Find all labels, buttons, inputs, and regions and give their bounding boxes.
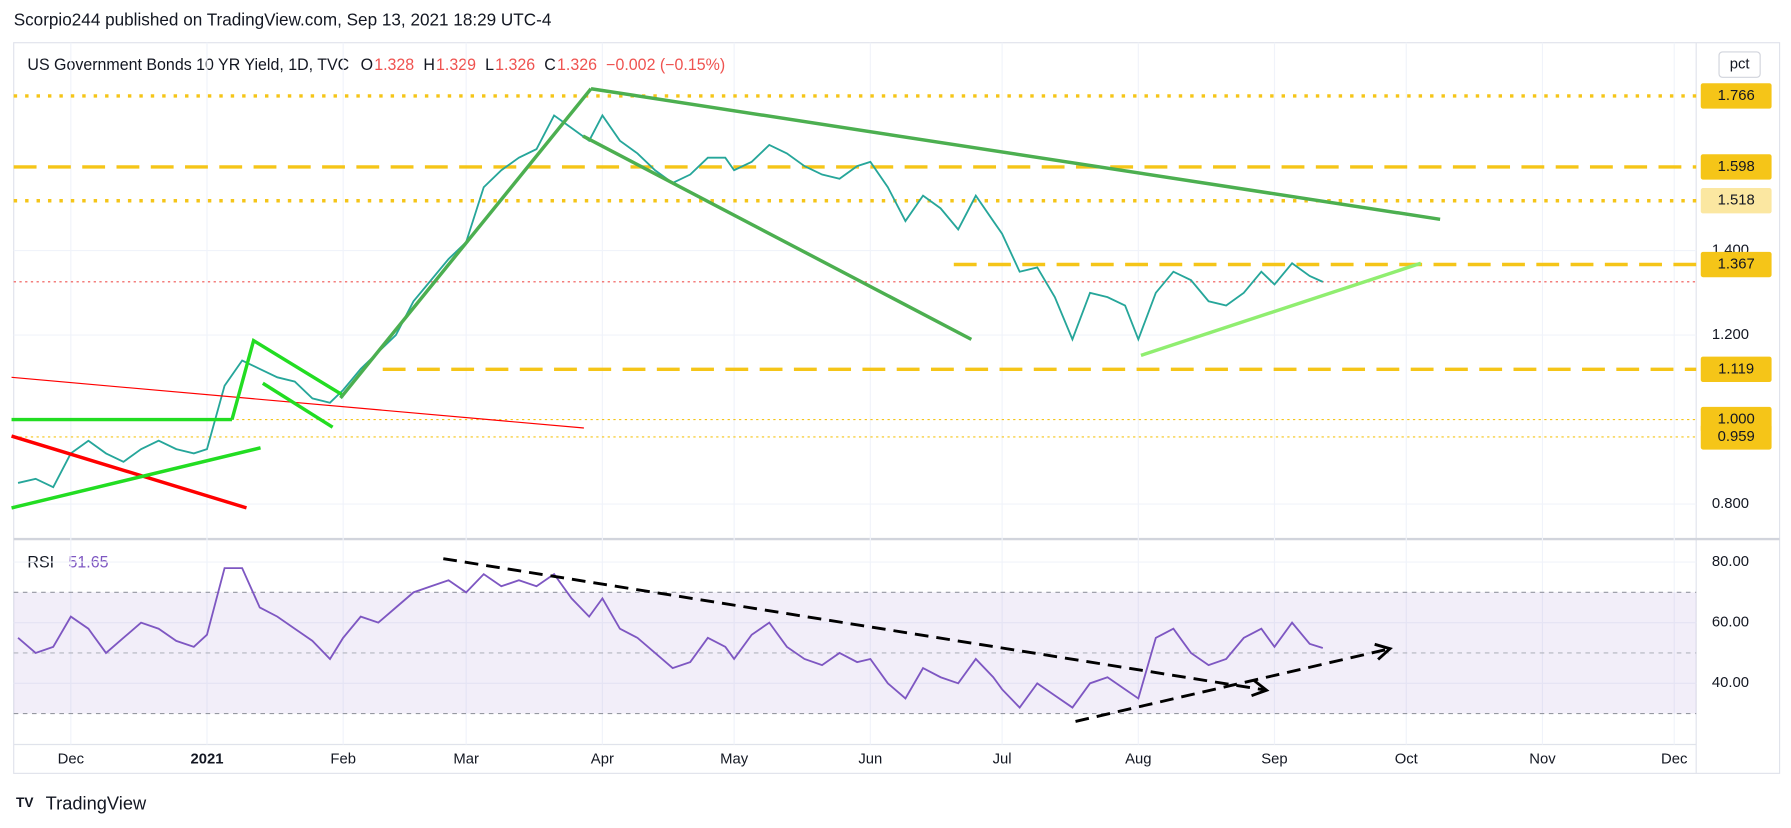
x-tick-label: Dec	[1661, 750, 1688, 767]
ohlc-key: O	[361, 56, 373, 74]
arrowhead	[1251, 679, 1270, 698]
level-badge-label: 1.367	[1718, 255, 1755, 272]
x-tick-label: Aug	[1125, 750, 1151, 767]
footer-logo: TV	[16, 795, 34, 810]
trendline	[11, 434, 247, 510]
x-tick-label: Mar	[453, 750, 479, 767]
x-tick-label: Sep	[1261, 750, 1287, 767]
ohlc-value: 1.328	[374, 56, 414, 74]
x-tick-label: Jun	[858, 750, 882, 767]
scale-button[interactable]	[1718, 51, 1761, 78]
level-badge-label: 1.598	[1718, 158, 1755, 175]
series-line	[17, 567, 1324, 709]
level-badge	[1700, 424, 1772, 450]
footer-brand: TradingView	[46, 792, 147, 813]
scale-button-label[interactable]: pct	[1730, 56, 1751, 73]
ohlc-value: 1.329	[436, 56, 476, 74]
x-tick-label: Apr	[591, 750, 614, 767]
x-tick-label: Feb	[330, 750, 356, 767]
y-tick-label: 60.00	[1712, 614, 1749, 631]
x-tick-label: Oct	[1395, 750, 1419, 767]
y-tick-label: 80.00	[1712, 553, 1749, 570]
x-tick-label: May	[720, 750, 749, 767]
level-badge	[1700, 83, 1772, 109]
ohlc-key: L	[485, 56, 494, 74]
trendline	[1075, 647, 1391, 723]
level-badge	[1700, 154, 1772, 180]
level-badge-label: 1.000	[1718, 410, 1755, 427]
x-tick-label: Dec	[58, 750, 85, 767]
ohlc-key: C	[544, 56, 556, 74]
level-badge	[1700, 251, 1772, 278]
x-tick-label: Nov	[1529, 750, 1556, 767]
y-tick-label: 1.200	[1712, 326, 1749, 343]
ohlc-value: 1.326	[495, 56, 535, 74]
trendline	[1140, 261, 1422, 358]
x-tick-label: 2021	[190, 750, 223, 767]
level-badge-label: 1.119	[1718, 360, 1754, 377]
level-badge-label: 1.766	[1718, 87, 1755, 104]
frame	[13, 42, 1781, 774]
x-tick-label: Jul	[993, 750, 1012, 767]
trendline	[443, 557, 1267, 692]
trendline	[261, 381, 334, 429]
level-badge-label: 1.518	[1718, 192, 1755, 209]
legend: US Government Bonds 10 YR Yield, 1D, TVC…	[27, 56, 725, 74]
ohlc-value: 1.326	[557, 56, 597, 74]
series-line	[17, 113, 1324, 489]
y-tick-label: 0.800	[1712, 495, 1749, 512]
trendline	[11, 376, 584, 429]
published-line: Scorpio244 published on TradingView.com,…	[14, 9, 552, 29]
trendline	[590, 87, 1441, 222]
trendline	[582, 134, 973, 341]
trendline	[230, 337, 345, 421]
level-badge-label: 0.959	[1718, 428, 1755, 445]
level-badge	[1700, 188, 1772, 214]
symbol-title: US Government Bonds 10 YR Yield, 1D, TVC	[27, 56, 349, 74]
ohlc-key: H	[423, 56, 435, 74]
change: −0.002 (−0.15%)	[606, 56, 725, 74]
trendline	[339, 87, 593, 400]
arrowhead	[1374, 642, 1393, 661]
level-badge	[1700, 356, 1772, 383]
y-tick-label: 40.00	[1712, 674, 1749, 691]
trendline	[11, 446, 261, 510]
